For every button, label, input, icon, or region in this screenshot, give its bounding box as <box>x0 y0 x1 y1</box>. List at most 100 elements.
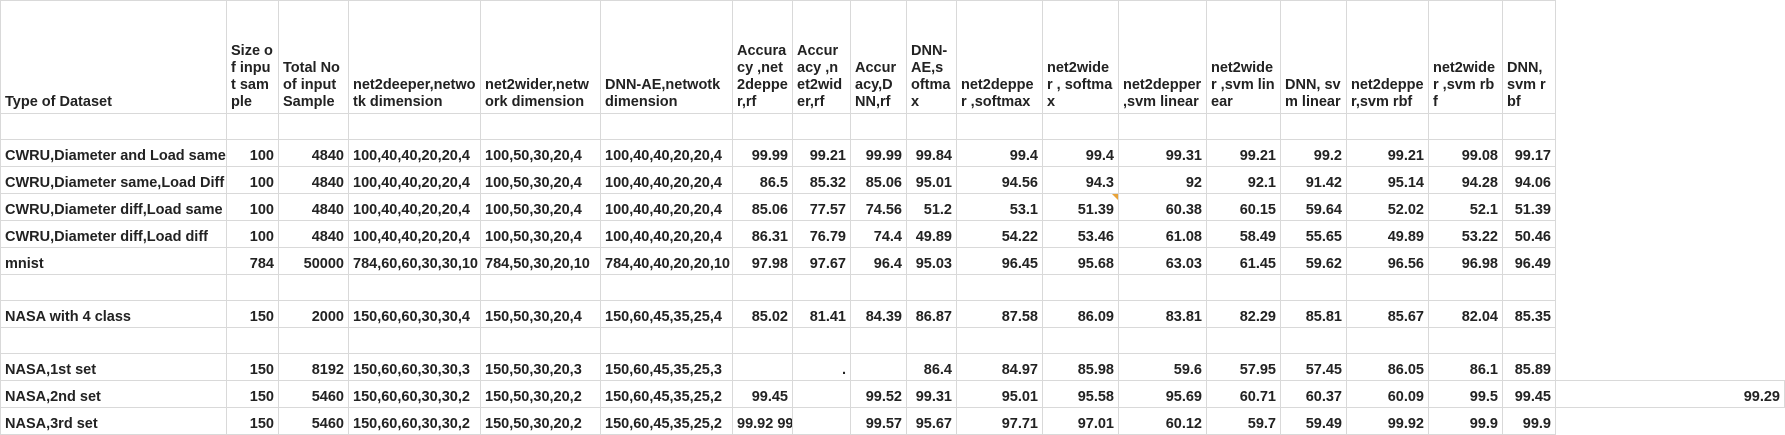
header-cell[interactable]: DNN-AE,netwotk dimension <box>600 0 733 114</box>
table-cell[interactable]: 95.14 <box>1346 166 1429 194</box>
table-cell[interactable]: 86.1 <box>1428 353 1503 381</box>
table-cell[interactable]: 85.06 <box>732 193 793 221</box>
table-cell[interactable]: 57.45 <box>1280 353 1347 381</box>
table-cell[interactable] <box>1206 327 1281 354</box>
table-cell[interactable]: 92 <box>1118 166 1207 194</box>
table-cell[interactable] <box>732 327 793 354</box>
table-cell[interactable]: 60.71 <box>1206 380 1281 408</box>
table-cell[interactable]: 784,40,40,20,20,10 <box>600 247 733 275</box>
table-cell[interactable]: 100,50,30,20,4 <box>480 193 601 221</box>
table-cell[interactable]: 96.45 <box>956 247 1043 275</box>
table-cell[interactable]: 99.31 <box>1118 139 1207 167</box>
table-cell[interactable]: 96.4 <box>850 247 907 275</box>
table-cell[interactable]: 150 <box>226 353 279 381</box>
table-cell[interactable]: 85.98 <box>1042 353 1119 381</box>
table-cell[interactable]: 99.4 <box>956 139 1043 167</box>
table-cell[interactable]: 82.29 <box>1206 300 1281 328</box>
table-cell[interactable]: 95.03 <box>906 247 957 275</box>
header-cell[interactable]: Accuracy,DNN,rf <box>850 0 907 114</box>
table-cell[interactable] <box>1042 274 1119 301</box>
table-cell[interactable]: 61.08 <box>1118 220 1207 248</box>
table-cell[interactable]: 99.2 <box>1280 139 1347 167</box>
table-cell[interactable]: 150,60,60,30,30,3 <box>348 353 481 381</box>
table-cell[interactable] <box>480 274 601 301</box>
table-cell[interactable]: 59.64 <box>1280 193 1347 221</box>
table-cell[interactable]: 86.4 <box>906 353 957 381</box>
table-cell[interactable]: 86.5 <box>732 166 793 194</box>
table-cell[interactable]: 61.45 <box>1206 247 1281 275</box>
table-cell[interactable] <box>906 274 957 301</box>
table-cell[interactable]: 100,40,40,20,20,4 <box>600 220 733 248</box>
dataset-name-cell[interactable]: NASA,2nd set <box>0 380 227 408</box>
table-cell[interactable] <box>850 353 907 381</box>
table-cell[interactable] <box>1346 327 1429 354</box>
table-cell[interactable]: 99.21 <box>1346 139 1429 167</box>
table-cell[interactable]: 95.01 <box>906 166 957 194</box>
dataset-name-cell[interactable]: NASA with 4 class <box>0 300 227 328</box>
table-cell[interactable]: 49.89 <box>1346 220 1429 248</box>
table-cell[interactable] <box>348 327 481 354</box>
table-cell[interactable]: 85.81 <box>1280 300 1347 328</box>
table-cell[interactable]: 53.22 <box>1428 220 1503 248</box>
table-cell[interactable]: 55.65 <box>1280 220 1347 248</box>
dataset-name-cell[interactable] <box>0 327 227 354</box>
dataset-name-cell[interactable]: CWRU,Diameter diff,Load diff <box>0 220 227 248</box>
table-cell[interactable]: 84.97 <box>956 353 1043 381</box>
table-cell[interactable] <box>348 113 481 140</box>
table-cell[interactable]: 85.32 <box>792 166 851 194</box>
table-cell[interactable]: 100,50,30,20,4 <box>480 139 601 167</box>
table-cell[interactable] <box>792 113 851 140</box>
header-cell[interactable]: Total No of input Sample <box>278 0 349 114</box>
table-cell[interactable]: 99.29 <box>1555 380 1785 408</box>
header-cell[interactable]: net2deeper,netwotk dimension <box>348 0 481 114</box>
dataset-name-cell[interactable] <box>0 113 227 140</box>
table-cell[interactable]: 77.57 <box>792 193 851 221</box>
table-cell[interactable] <box>1206 113 1281 140</box>
header-cell[interactable]: net2wider ,svm rbf <box>1428 0 1503 114</box>
table-cell[interactable] <box>956 274 1043 301</box>
table-cell[interactable]: 94.28 <box>1428 166 1503 194</box>
table-cell[interactable] <box>956 327 1043 354</box>
table-cell[interactable]: 97.01 <box>1042 407 1119 435</box>
table-cell[interactable]: 150,50,30,20,2 <box>480 407 601 435</box>
header-cell[interactable]: net2depper ,svm linear <box>1118 0 1207 114</box>
table-cell[interactable] <box>1118 274 1207 301</box>
table-cell[interactable]: 85.06 <box>850 166 907 194</box>
table-cell[interactable] <box>600 327 733 354</box>
table-cell[interactable] <box>850 274 907 301</box>
table-cell[interactable]: 99.45 <box>1502 380 1556 408</box>
table-cell[interactable] <box>600 113 733 140</box>
table-cell[interactable]: 53.1 <box>956 193 1043 221</box>
table-cell[interactable]: 74.56 <box>850 193 907 221</box>
table-cell[interactable]: 59.6 <box>1118 353 1207 381</box>
table-cell[interactable]: . <box>792 353 851 381</box>
table-cell[interactable]: 54.22 <box>956 220 1043 248</box>
table-cell[interactable]: 100,40,40,20,20,4 <box>600 193 733 221</box>
table-cell[interactable]: 59.62 <box>1280 247 1347 275</box>
table-cell[interactable]: 50.46 <box>1502 220 1556 248</box>
table-cell[interactable] <box>600 274 733 301</box>
table-cell[interactable]: 96.98 <box>1428 247 1503 275</box>
table-cell[interactable] <box>1346 113 1429 140</box>
table-cell[interactable]: 99.08 <box>1428 139 1503 167</box>
table-cell[interactable]: 57.95 <box>1206 353 1281 381</box>
table-cell[interactable]: 63.03 <box>1118 247 1207 275</box>
table-cell[interactable]: 150,60,45,35,25,3 <box>600 353 733 381</box>
table-cell[interactable]: 86.87 <box>906 300 957 328</box>
table-cell[interactable]: 91.42 <box>1280 166 1347 194</box>
table-cell[interactable]: 150,60,45,35,25,2 <box>600 407 733 435</box>
table-cell[interactable]: 150 <box>226 407 279 435</box>
table-cell[interactable] <box>1280 274 1347 301</box>
table-cell[interactable] <box>792 327 851 354</box>
table-cell[interactable]: 94.06 <box>1502 166 1556 194</box>
header-cell[interactable]: net2depper,svm rbf <box>1346 0 1429 114</box>
table-cell[interactable] <box>1118 113 1207 140</box>
table-cell[interactable]: 99.57 <box>850 407 907 435</box>
table-cell[interactable] <box>850 113 907 140</box>
table-cell[interactable]: 60.37 <box>1280 380 1347 408</box>
table-cell[interactable]: 94.56 <box>956 166 1043 194</box>
table-cell[interactable]: 84.39 <box>850 300 907 328</box>
table-cell[interactable]: 99.99 <box>732 139 793 167</box>
table-cell[interactable]: 95.67 <box>906 407 957 435</box>
table-cell[interactable]: 4840 <box>278 139 349 167</box>
